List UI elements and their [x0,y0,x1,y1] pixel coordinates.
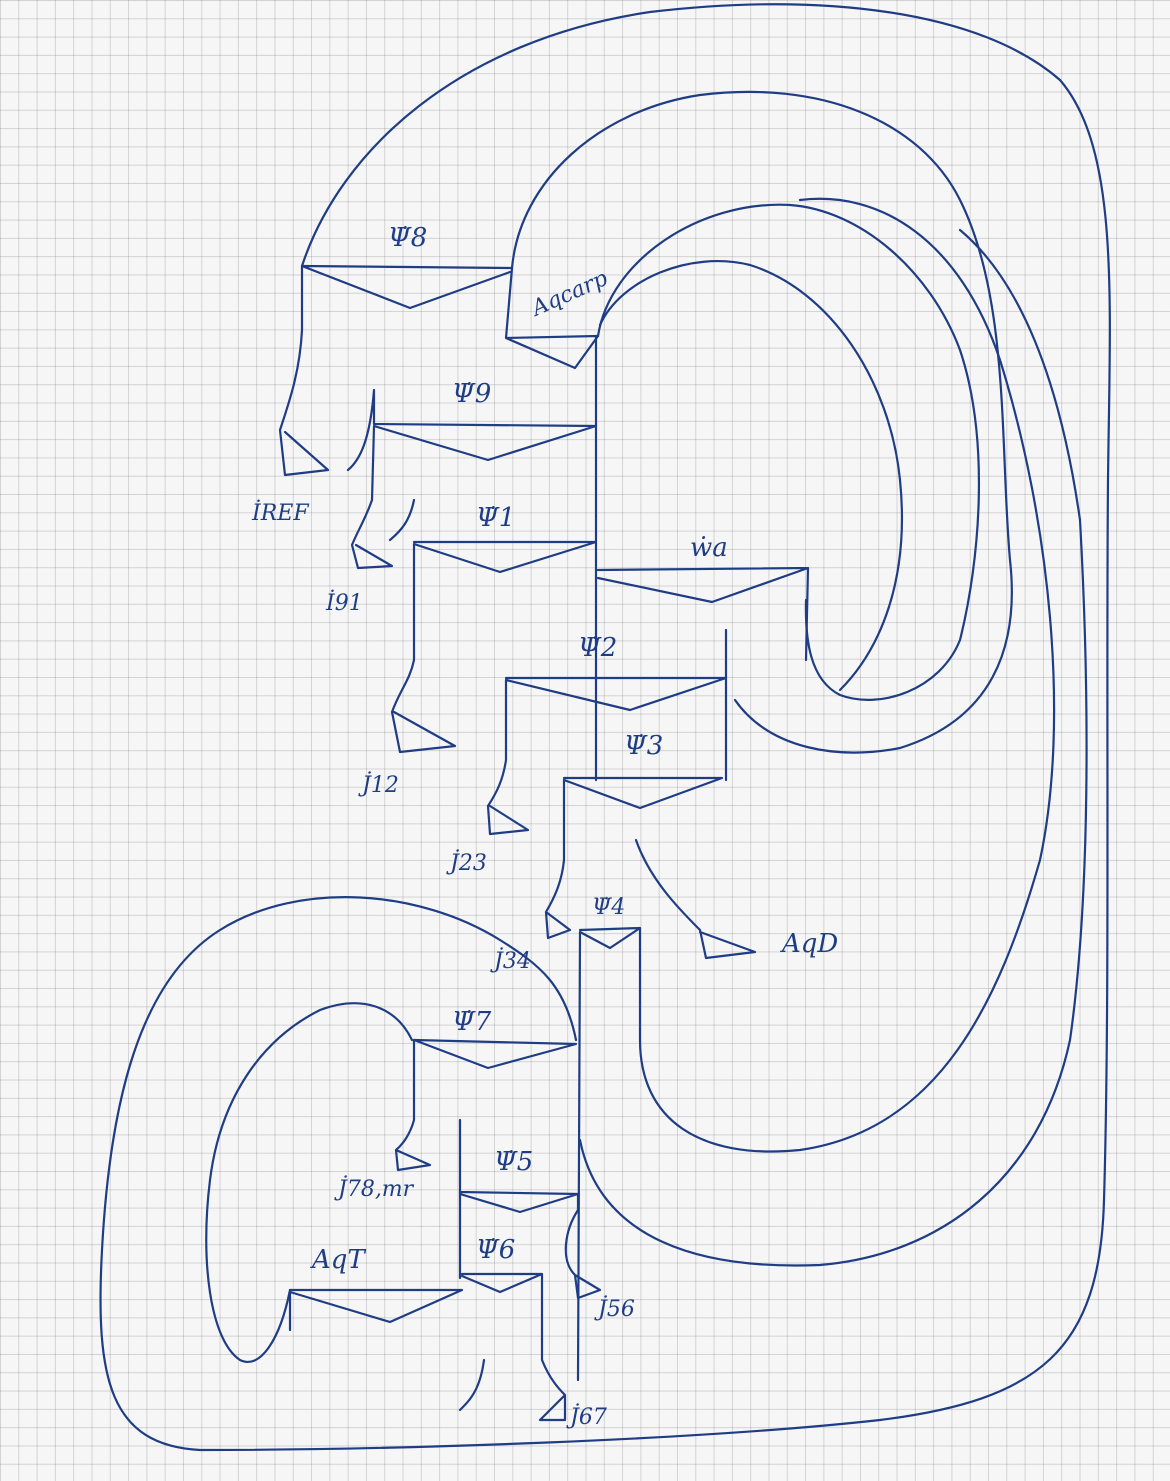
i91-label: İ91 [325,589,363,616]
wa-inner-curve [598,260,904,692]
psi4-block [576,838,757,1382]
psi9-label: Ψ̇9 [452,379,491,409]
psi1-block [390,334,598,782]
psi8-right-side [504,266,600,370]
aqt-loop-curve [205,1002,414,1363]
wa-loop-curve [596,203,981,701]
j67-label: J̇67 [566,1404,607,1430]
psi1-label: Ψ̇1 [476,503,515,533]
psi4-label: Ψ̇4 [592,895,625,920]
psi2-block [486,628,728,836]
psi3-label: Ψ̇3 [624,731,663,761]
j12-label: J̇12 [358,772,399,798]
aqd-loop-curve [638,197,1056,1153]
aqcarp-label: Aqcarp [526,266,611,322]
wa-label: ẇa [690,533,728,563]
j56-label: J̇56 [594,1296,635,1322]
psi8-block [278,264,514,477]
psi1-left-drop [388,498,416,542]
psi5-label: Ψ̇5 [494,1147,533,1177]
j23-label: J̇23 [446,850,487,876]
j34-label: J̇34 [490,948,531,974]
psi7-block [394,1038,578,1172]
psi7-label: Ψ̇7 [452,1007,492,1037]
aqd-outer-curve [578,228,1088,1267]
j78mr-label: J̇78,mr [334,1176,415,1202]
outer-loop-curve [99,3,1111,1452]
psi5-block [458,1118,602,1300]
psi9-block [346,388,598,570]
aqd-label: AqD [780,929,838,959]
iref-label: İREF [251,499,309,526]
psi3-block [544,776,724,940]
wa-block [596,566,810,662]
psi8-label: Ψ̇8 [388,223,427,253]
psi6-block [458,1272,567,1422]
psi6-label: Ψ̇6 [476,1235,515,1265]
psi2-label: Ψ̇2 [578,633,617,663]
aqt-label: AqT [310,1245,366,1275]
carp-loop-curve [510,90,1013,754]
aqt-block [288,1288,464,1332]
